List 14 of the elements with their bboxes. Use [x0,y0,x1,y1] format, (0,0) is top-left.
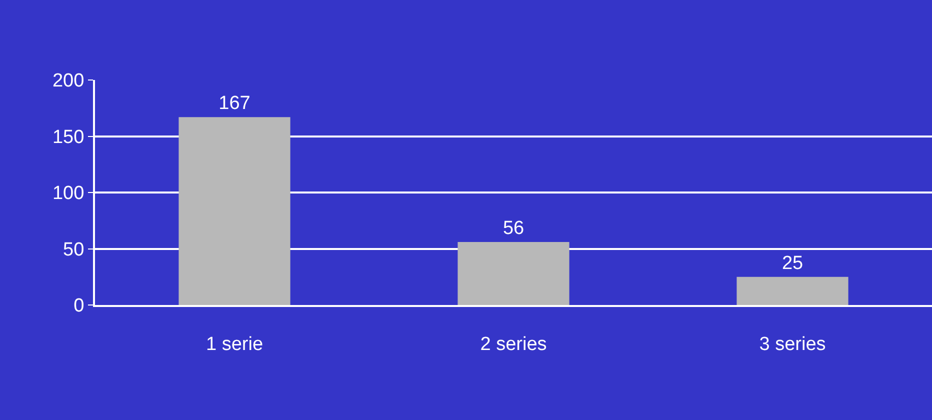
bar [458,242,570,305]
y-tick-label: 150 [52,126,84,148]
x-tick-label: 3 series [759,334,826,355]
bar [178,117,290,305]
x-tick-label: 2 series [480,334,547,355]
bar [736,276,848,305]
y-tick-label: 100 [52,183,84,204]
data-label: 167 [218,93,250,114]
y-tick-label: 50 [63,239,84,260]
data-label: 25 [782,252,804,274]
data-label: 56 [502,218,524,239]
y-tick-label: 200 [52,70,84,92]
x-tick-label: 1 serie [206,334,264,355]
y-tick-label: 0 [74,296,84,317]
